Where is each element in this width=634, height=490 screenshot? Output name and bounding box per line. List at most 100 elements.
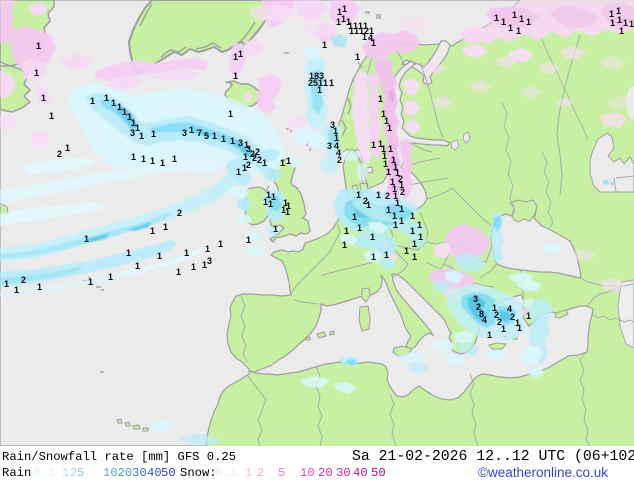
svg-text:1: 1	[221, 134, 226, 144]
svg-text:1: 1	[131, 118, 136, 128]
svg-text:1: 1	[273, 224, 278, 234]
svg-text:1: 1	[243, 152, 248, 162]
svg-text:1: 1	[336, 17, 341, 27]
svg-text:1: 1	[212, 131, 217, 141]
svg-text:3: 3	[182, 128, 187, 138]
svg-text:1: 1	[184, 248, 189, 258]
svg-text:1: 1	[609, 9, 614, 19]
svg-text:2: 2	[57, 149, 62, 159]
svg-text:1: 1	[236, 167, 241, 177]
svg-text:1: 1	[135, 261, 140, 271]
svg-text:1: 1	[341, 14, 346, 24]
svg-text:3: 3	[246, 144, 251, 154]
svg-text:1: 1	[84, 234, 89, 244]
svg-text:1: 1	[111, 98, 116, 108]
svg-text:1: 1	[395, 168, 400, 178]
svg-text:2: 2	[400, 187, 405, 197]
svg-text:1: 1	[268, 199, 273, 209]
svg-text:2: 2	[250, 149, 255, 159]
svg-text:1: 1	[285, 207, 290, 217]
svg-text:1: 1	[370, 232, 375, 242]
svg-text:1: 1	[386, 205, 391, 215]
svg-text:1: 1	[150, 226, 155, 236]
svg-text:1: 1	[135, 123, 140, 133]
svg-text:1: 1	[363, 21, 368, 31]
svg-text:1: 1	[205, 244, 210, 254]
svg-text:1: 1	[391, 155, 396, 165]
svg-text:1: 1	[108, 272, 113, 282]
svg-text:1: 1	[519, 14, 524, 24]
svg-text:2: 2	[337, 155, 342, 165]
svg-text:1: 1	[262, 158, 267, 168]
svg-text:1: 1	[501, 324, 506, 334]
svg-text:1: 1	[487, 330, 492, 340]
svg-text:1: 1	[355, 52, 360, 62]
svg-text:3: 3	[473, 294, 478, 304]
svg-text:7: 7	[197, 128, 202, 138]
svg-text:1: 1	[49, 111, 54, 121]
svg-text:1: 1	[151, 129, 156, 139]
svg-text:2: 2	[510, 312, 515, 322]
svg-text:1: 1	[88, 277, 93, 287]
svg-text:4: 4	[334, 141, 339, 151]
svg-text:1: 1	[376, 190, 381, 200]
svg-text:1: 1	[629, 19, 634, 29]
svg-text:1: 1	[410, 211, 415, 221]
svg-text:2: 2	[177, 208, 182, 218]
svg-text:1: 1	[619, 26, 624, 36]
svg-text:1: 1	[344, 226, 349, 236]
svg-text:1: 1	[14, 285, 19, 295]
svg-text:1: 1	[358, 21, 363, 31]
svg-text:1: 1	[393, 191, 398, 201]
svg-text:2: 2	[21, 275, 26, 285]
svg-text:1: 1	[526, 311, 531, 321]
svg-text:1: 1	[342, 240, 347, 250]
svg-text:1: 1	[228, 109, 233, 119]
svg-text:2: 2	[255, 147, 260, 157]
svg-text:1: 1	[271, 192, 276, 202]
svg-text:1: 1	[127, 112, 132, 122]
svg-text:8: 8	[479, 309, 484, 319]
svg-text:1: 1	[526, 17, 531, 27]
svg-text:1: 1	[191, 262, 196, 272]
svg-text:1: 1	[492, 303, 497, 313]
svg-text:1: 1	[382, 151, 387, 161]
svg-text:1: 1	[501, 17, 506, 27]
svg-text:2: 2	[476, 302, 481, 312]
svg-text:1: 1	[399, 216, 404, 226]
svg-text:1: 1	[163, 222, 168, 232]
svg-text:1: 1	[515, 318, 520, 328]
svg-text:1: 1	[348, 21, 353, 31]
svg-text:1: 1	[371, 140, 376, 150]
svg-text:1: 1	[353, 21, 358, 31]
svg-text:1: 1	[362, 32, 367, 42]
svg-text:1: 1	[494, 13, 499, 23]
svg-text:1: 1	[399, 180, 404, 190]
svg-text:1: 1	[117, 102, 122, 112]
svg-text:1: 1	[126, 248, 131, 258]
svg-text:1: 1	[317, 85, 322, 95]
svg-text:2: 2	[398, 174, 403, 184]
svg-text:1: 1	[242, 163, 247, 173]
svg-text:1: 1	[122, 107, 127, 117]
svg-text:1: 1	[334, 133, 339, 143]
svg-text:1: 1	[393, 162, 398, 172]
svg-text:1: 1	[4, 279, 9, 289]
svg-text:1: 1	[230, 136, 235, 146]
svg-text:1: 1	[610, 18, 615, 28]
svg-text:1: 1	[616, 6, 621, 16]
svg-text:1: 1	[263, 197, 268, 207]
svg-text:1: 1	[202, 260, 207, 270]
svg-text:1: 1	[322, 40, 327, 50]
svg-text:2: 2	[252, 153, 257, 163]
svg-text:1: 1	[404, 246, 409, 256]
svg-text:1: 1	[141, 154, 146, 164]
svg-text:1: 1	[395, 198, 400, 208]
svg-text:1: 1	[323, 78, 328, 88]
svg-text:1: 1	[309, 71, 314, 81]
svg-text:1: 1	[384, 116, 389, 126]
svg-text:1: 1	[418, 232, 423, 242]
svg-text:1: 1	[342, 4, 347, 14]
svg-text:1: 1	[172, 154, 177, 164]
svg-text:1: 1	[623, 18, 628, 28]
